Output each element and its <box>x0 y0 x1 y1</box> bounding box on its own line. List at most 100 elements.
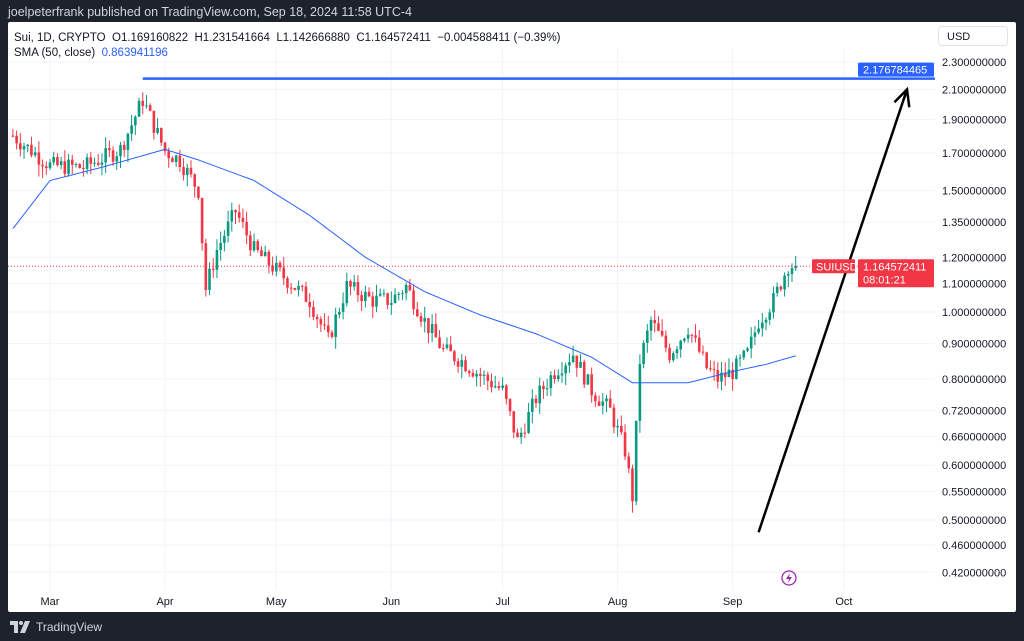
candle-body <box>538 385 542 404</box>
candle-body <box>694 335 697 338</box>
candle-body <box>549 375 553 389</box>
candle <box>746 346 749 353</box>
currency-button[interactable]: USD <box>938 26 1008 46</box>
candle <box>597 395 601 407</box>
candle <box>397 291 401 301</box>
candle <box>193 173 196 198</box>
candle <box>631 464 634 513</box>
candle <box>130 114 133 141</box>
candle-body <box>386 293 389 305</box>
candle <box>334 307 337 349</box>
candle <box>200 197 204 251</box>
candle-body <box>185 167 189 176</box>
candle-body <box>408 284 412 291</box>
candle <box>701 345 705 356</box>
candle-body <box>323 324 326 326</box>
candle <box>319 316 323 333</box>
candle-body <box>219 242 222 250</box>
footer: TradingView <box>10 620 102 634</box>
candle <box>553 369 556 384</box>
candle <box>790 263 794 282</box>
candle-body <box>178 155 182 168</box>
sma-line <box>12 148 796 384</box>
candle-body <box>326 325 330 333</box>
candle-body <box>616 425 619 428</box>
symbol-info[interactable]: Sui, 1D, CRYPTO <box>14 32 106 44</box>
candle <box>211 258 215 278</box>
candle <box>371 291 375 319</box>
open-value: O1.169160822 <box>112 32 189 44</box>
candle-body <box>271 265 274 272</box>
candle <box>185 163 189 187</box>
candle <box>775 282 779 297</box>
candle-body <box>300 285 304 287</box>
candle <box>764 317 768 331</box>
candle-body <box>753 332 757 337</box>
candle <box>378 288 382 297</box>
candle-body <box>167 151 171 159</box>
candle <box>505 384 508 405</box>
candle-body <box>30 144 33 156</box>
candle <box>115 151 119 170</box>
candle-body <box>148 105 152 111</box>
lightning-bolt <box>786 573 792 583</box>
candle-body <box>590 374 593 396</box>
candle-body <box>52 157 56 163</box>
candle <box>349 279 352 296</box>
candle-body <box>315 316 319 320</box>
sma-label[interactable]: SMA (50, close) <box>14 47 96 59</box>
candle <box>653 310 657 333</box>
candle <box>753 326 757 345</box>
candle <box>174 154 178 167</box>
candle-body <box>486 374 490 381</box>
candle-body <box>282 267 286 279</box>
candle-body <box>193 174 196 187</box>
candle-body <box>278 262 282 268</box>
candle-body <box>475 373 478 377</box>
candle <box>352 274 356 291</box>
high-value: H1.231541664 <box>194 32 270 44</box>
candle-body <box>89 157 93 164</box>
candle <box>267 249 271 274</box>
candle-body <box>108 148 111 151</box>
y-tick-label: 1.200000000 <box>942 252 1006 264</box>
candle <box>430 314 434 343</box>
candle-body <box>467 371 471 374</box>
candle-body <box>85 157 89 169</box>
candle-body <box>70 159 74 165</box>
candle <box>141 92 145 115</box>
candle-body <box>11 135 15 137</box>
candle <box>605 394 608 413</box>
candle-body <box>742 350 746 358</box>
candle <box>163 141 167 156</box>
y-tick-label: 1.900000000 <box>942 114 1006 126</box>
candle <box>52 151 56 166</box>
candle-body <box>234 210 237 213</box>
candle <box>582 359 586 389</box>
y-tick-label: 0.600000000 <box>942 460 1006 472</box>
candle <box>460 353 464 379</box>
candle <box>282 256 286 286</box>
candle <box>82 159 85 177</box>
candle <box>234 209 237 225</box>
published-by: joelpeterfrank published on TradingView.… <box>8 5 412 19</box>
candle-body <box>456 361 460 367</box>
hline-price-label: 2.176784465 <box>863 65 927 77</box>
candle-body <box>560 373 564 376</box>
candle <box>63 150 67 177</box>
candle-body <box>44 166 48 169</box>
candle-body <box>497 386 501 388</box>
candle <box>757 319 760 335</box>
y-tick-label: 0.500000000 <box>942 515 1006 527</box>
candle <box>364 285 367 308</box>
candle-body <box>48 162 52 169</box>
candle <box>230 202 234 232</box>
candle <box>356 275 360 303</box>
candle-body <box>453 351 456 362</box>
candle <box>786 271 790 288</box>
candle-body <box>601 401 605 406</box>
candle <box>638 354 642 433</box>
candle-body <box>204 243 208 291</box>
candle <box>390 291 393 315</box>
